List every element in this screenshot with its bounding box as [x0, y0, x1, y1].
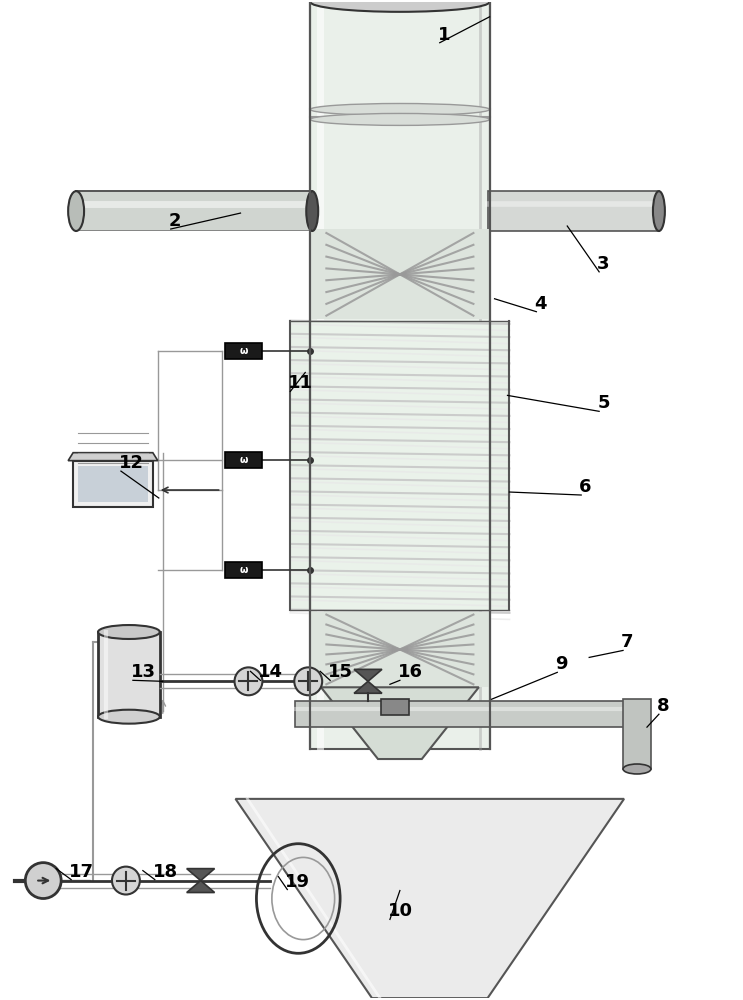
Polygon shape: [186, 881, 215, 893]
Text: 9: 9: [555, 655, 568, 673]
Polygon shape: [487, 191, 659, 231]
Text: ω: ω: [239, 565, 247, 575]
Text: 13: 13: [131, 663, 156, 681]
Ellipse shape: [98, 710, 160, 724]
Bar: [224, 343, 262, 359]
Polygon shape: [623, 699, 651, 769]
Polygon shape: [236, 799, 624, 998]
Text: 3: 3: [597, 255, 610, 273]
Polygon shape: [354, 681, 382, 693]
Text: 14: 14: [259, 663, 283, 681]
Ellipse shape: [653, 191, 665, 231]
Text: 12: 12: [119, 454, 144, 472]
Text: 17: 17: [69, 863, 94, 881]
Bar: [381, 699, 409, 715]
Text: 6: 6: [580, 478, 591, 496]
Ellipse shape: [68, 191, 84, 231]
Text: 8: 8: [657, 697, 669, 715]
Ellipse shape: [311, 113, 490, 125]
Text: 15: 15: [328, 663, 353, 681]
Polygon shape: [311, 2, 490, 749]
Ellipse shape: [98, 625, 160, 639]
Ellipse shape: [623, 764, 651, 774]
Polygon shape: [311, 229, 490, 319]
Text: 19: 19: [285, 873, 311, 891]
Polygon shape: [291, 321, 510, 610]
Text: 5: 5: [597, 394, 610, 412]
Text: 1: 1: [438, 26, 450, 44]
Bar: [224, 452, 262, 468]
Text: 11: 11: [288, 374, 314, 392]
Ellipse shape: [311, 103, 490, 115]
Circle shape: [235, 667, 262, 695]
Text: 7: 7: [621, 633, 634, 651]
Polygon shape: [295, 701, 644, 727]
Polygon shape: [311, 612, 490, 687]
Polygon shape: [321, 687, 478, 759]
Circle shape: [112, 867, 140, 895]
Polygon shape: [98, 632, 160, 717]
Text: 16: 16: [398, 663, 423, 681]
Polygon shape: [76, 191, 312, 231]
Circle shape: [25, 863, 61, 899]
Ellipse shape: [306, 191, 318, 231]
Ellipse shape: [311, 0, 490, 12]
Polygon shape: [312, 321, 487, 610]
Circle shape: [294, 667, 322, 695]
Text: ω: ω: [239, 346, 247, 356]
Text: ω: ω: [239, 455, 247, 465]
Polygon shape: [73, 461, 153, 507]
Polygon shape: [186, 869, 215, 881]
Text: 4: 4: [534, 295, 547, 313]
Text: 2: 2: [169, 212, 181, 230]
Polygon shape: [68, 453, 158, 461]
Polygon shape: [78, 466, 148, 502]
Text: 18: 18: [153, 863, 178, 881]
Text: 10: 10: [388, 902, 413, 920]
Polygon shape: [354, 669, 382, 681]
Bar: [224, 562, 262, 578]
